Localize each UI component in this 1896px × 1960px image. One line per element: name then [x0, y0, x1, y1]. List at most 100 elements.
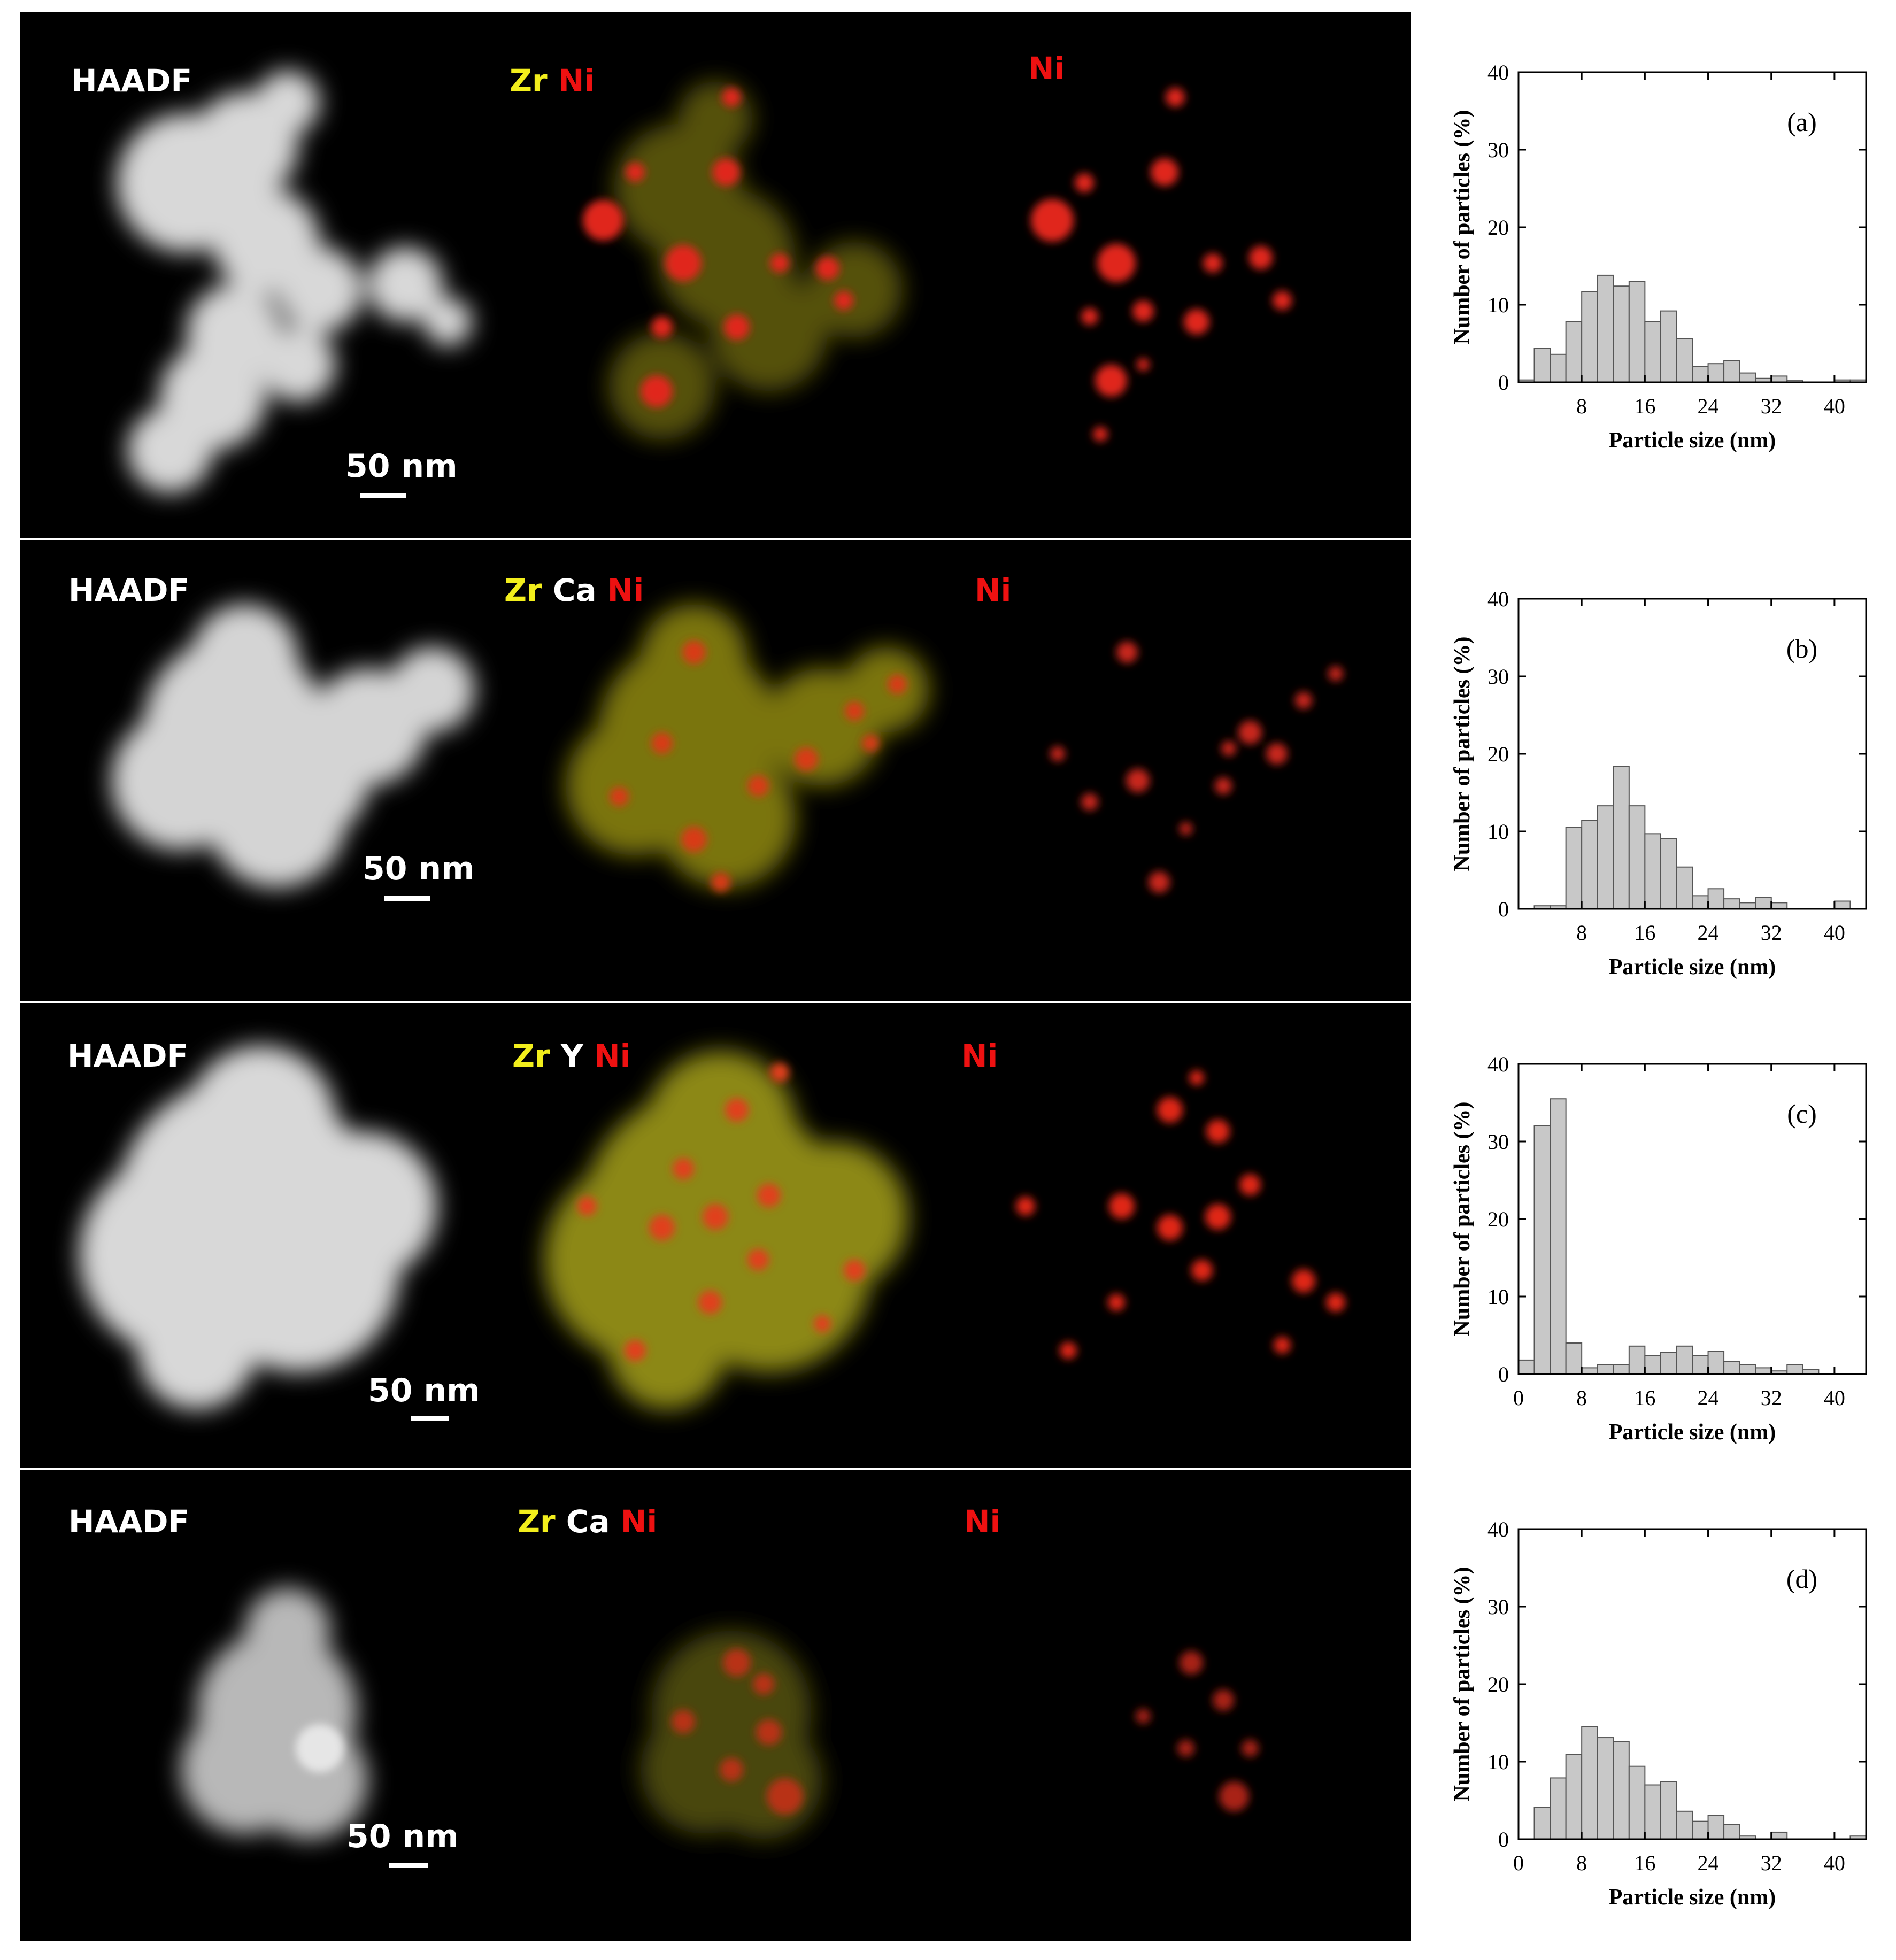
histogram-bar	[1613, 1741, 1630, 1840]
histogram-bar	[1707, 1351, 1725, 1375]
y-axis-label: Number of particles (%)	[1450, 637, 1475, 871]
micrograph-strip-b: HAADF Zr Ca Ni Ni 50 nm	[20, 540, 1411, 1001]
ca-label-b: Ca	[552, 572, 597, 608]
histogram-bar	[1660, 838, 1677, 909]
histogram-bar	[1660, 1781, 1677, 1840]
histogram-bar	[1565, 321, 1583, 383]
haadf-and-eds-images-d	[181, 1588, 1259, 1839]
scale-bar-label-c: 50 nm	[368, 1372, 480, 1409]
y-tick-label: 30	[1487, 1130, 1509, 1154]
histogram-bar	[1770, 375, 1788, 383]
ni-map-d	[1136, 1651, 1259, 1811]
y-tick-label: 0	[1498, 1827, 1509, 1851]
histogram-bar	[1613, 285, 1630, 383]
ni-only-label-a: Ni	[1028, 50, 1065, 87]
ni-label-b: Ni	[607, 572, 644, 608]
ni-map-a	[1031, 88, 1292, 442]
histogram-bar	[1723, 1361, 1740, 1375]
histogram-bar	[1660, 310, 1677, 383]
y-axis-label: Number of particles (%)	[1450, 1567, 1475, 1802]
y-tick-label: 30	[1487, 665, 1509, 689]
histogram-svg-a: 0 10 20 30 40 8 16 24 32 40 Particle size (nm) Numb…	[1450, 60, 1867, 453]
histogram-bar	[1581, 1367, 1598, 1375]
histogram-bar	[1692, 366, 1709, 383]
histogram-bar	[1692, 895, 1709, 909]
histogram-bar	[1597, 274, 1614, 383]
histogram-bar	[1833, 900, 1851, 909]
haadf-image-d	[181, 1588, 368, 1839]
x-tick-label: 16	[1634, 921, 1655, 945]
histogram-bar	[1770, 1831, 1788, 1840]
x-tick-label: 40	[1824, 1386, 1845, 1410]
y-tick-label: 20	[1487, 742, 1509, 766]
ni-map-b	[1050, 642, 1343, 893]
ni-label-d: Ni	[620, 1503, 658, 1540]
haadf-label-d: HAADF	[68, 1503, 190, 1540]
x-tick-label: 24	[1698, 921, 1719, 945]
x-axis-label: Particle size (nm)	[1609, 955, 1776, 979]
histogram-bar	[1581, 291, 1598, 383]
histogram-c: 0 10 20 30 40 0 8 16 24 32 40 Particle size (nm) Num…	[1422, 1051, 1882, 1468]
histogram-bar	[1739, 1364, 1756, 1375]
scale-bar-a	[360, 493, 406, 498]
scale-bar-label-a: 50 nm	[345, 447, 458, 485]
histogram-bar	[1644, 1784, 1661, 1840]
histogram-bar	[1565, 827, 1583, 909]
histogram-bar	[1628, 805, 1646, 909]
x-tick-label: 0	[1513, 1386, 1524, 1410]
scale-bar-label-d: 50 nm	[346, 1818, 459, 1855]
y-tick-label: 40	[1487, 1517, 1509, 1541]
histogram-bar	[1644, 833, 1661, 909]
x-tick-label: 8	[1576, 1851, 1587, 1875]
x-tick-label: 8	[1576, 394, 1587, 418]
histogram-bar	[1518, 1359, 1535, 1375]
haadf-image-b	[111, 604, 475, 888]
ni-label-a: Ni	[558, 63, 595, 99]
histogram-bar	[1707, 1815, 1725, 1840]
element-label-c: Zr Y Ni	[512, 1038, 631, 1074]
histogram-bar	[1676, 1810, 1693, 1840]
histogram-bar	[1597, 1737, 1614, 1840]
y-tick-label: 30	[1487, 138, 1509, 162]
zr-label-a: Zr	[510, 63, 548, 99]
ni-only-label-c: Ni	[961, 1038, 998, 1074]
x-tick-label: 16	[1634, 1851, 1655, 1875]
x-tick-label: 24	[1698, 1851, 1719, 1875]
zr-ni-map-a	[583, 81, 903, 439]
panel-letter-label: (b)	[1786, 634, 1817, 663]
x-axis-label: Particle size (nm)	[1609, 1885, 1776, 1910]
x-tick-label: 24	[1698, 394, 1719, 418]
y-tick-label: 0	[1498, 897, 1509, 921]
ca-label-d: Ca	[566, 1503, 610, 1540]
y-axis-label: Number of particles (%)	[1450, 110, 1475, 345]
histogram-bar	[1533, 1807, 1551, 1840]
haadf-image-c	[79, 1046, 437, 1409]
y-tick-label: 10	[1487, 820, 1509, 844]
histogram-bar	[1628, 281, 1646, 383]
histogram-d: 0 10 20 30 40 0 8 16 24 32 40 Particle size (nm) Num…	[1422, 1516, 1882, 1933]
histogram-bar	[1644, 321, 1661, 383]
ni-label-c: Ni	[594, 1038, 631, 1074]
y-tick-label: 40	[1487, 60, 1509, 84]
scale-bar-d	[389, 1863, 428, 1868]
y-tick-label: 40	[1487, 1052, 1509, 1076]
haadf-and-eds-images-c	[79, 1046, 1345, 1409]
histogram-bar	[1676, 1345, 1693, 1375]
histogram-a: 0 10 20 30 40 8 16 24 32 40 Particle size (nm) Numb…	[1422, 59, 1882, 476]
x-tick-label: 32	[1761, 394, 1782, 418]
element-label-d: Zr Ca Ni	[518, 1503, 657, 1540]
histogram-bar	[1786, 1364, 1803, 1375]
x-tick-label: 8	[1576, 921, 1587, 945]
zr-y-ni-map-c	[544, 1051, 908, 1409]
histogram-bar	[1644, 1355, 1661, 1375]
x-tick-label: 32	[1761, 921, 1782, 945]
zr-label-b: Zr	[504, 572, 542, 608]
y-axis-label: Number of particles (%)	[1450, 1102, 1475, 1337]
zr-ca-ni-map-b	[566, 604, 929, 892]
histogram-svg-d: 0 10 20 30 40 0 8 16 24 32 40 Particle size (nm) Num…	[1450, 1517, 1867, 1910]
histogram-bar	[1550, 1098, 1567, 1375]
y-tick-label: 30	[1487, 1595, 1509, 1619]
panel-letter-label: (d)	[1786, 1564, 1817, 1594]
x-tick-label: 24	[1698, 1386, 1719, 1410]
haadf-image-a	[117, 71, 472, 493]
